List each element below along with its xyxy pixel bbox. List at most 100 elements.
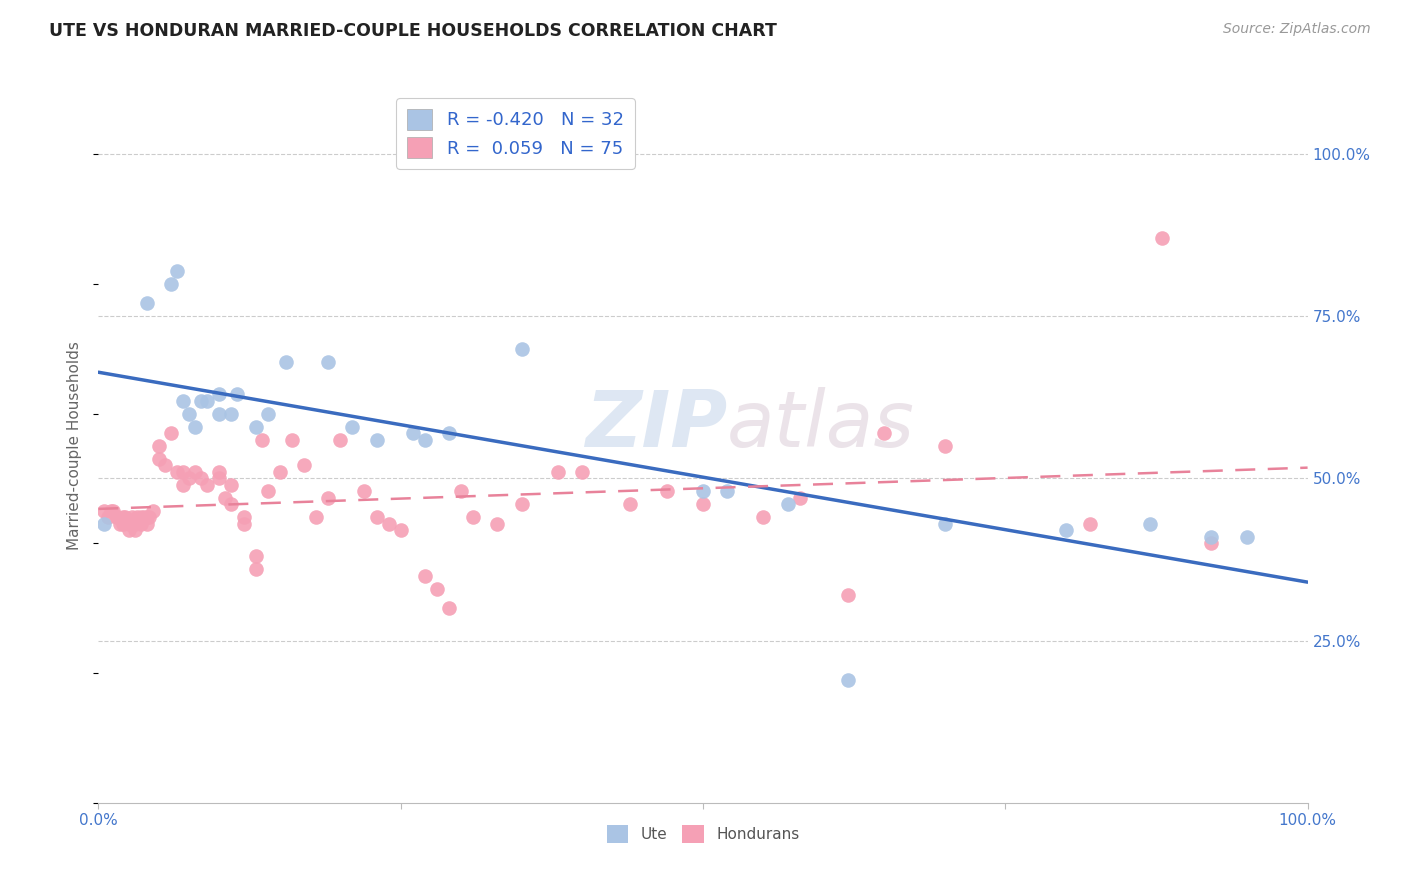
- Point: [366, 510, 388, 524]
- Point: [100, 504, 122, 518]
- Point: [486, 516, 509, 531]
- Point: [1152, 231, 1174, 245]
- Point: [208, 387, 231, 401]
- Point: [166, 465, 188, 479]
- Point: [172, 465, 194, 479]
- Point: [329, 433, 352, 447]
- Point: [547, 465, 569, 479]
- Point: [463, 510, 485, 524]
- Point: [172, 478, 194, 492]
- Text: ZIP: ZIP: [585, 386, 727, 463]
- Point: [160, 425, 183, 440]
- Point: [245, 562, 267, 576]
- Point: [135, 516, 157, 531]
- Y-axis label: Married-couple Households: Married-couple Households: [67, 342, 83, 550]
- Point: [250, 433, 273, 447]
- Text: atlas: atlas: [727, 386, 915, 463]
- Point: [316, 354, 339, 368]
- Point: [124, 516, 146, 531]
- Point: [692, 484, 714, 499]
- Point: [413, 433, 436, 447]
- Point: [148, 439, 170, 453]
- Point: [389, 524, 412, 538]
- Point: [195, 478, 218, 492]
- Point: [118, 516, 141, 531]
- Point: [1199, 536, 1222, 550]
- Point: [208, 465, 231, 479]
- Point: [184, 465, 207, 479]
- Point: [114, 510, 136, 524]
- Point: [118, 524, 141, 538]
- Point: [166, 264, 188, 278]
- Point: [172, 393, 194, 408]
- Point: [97, 510, 120, 524]
- Point: [353, 484, 375, 499]
- Point: [450, 484, 472, 499]
- Point: [1236, 530, 1258, 544]
- Point: [93, 516, 115, 531]
- Point: [716, 484, 738, 499]
- Point: [934, 439, 956, 453]
- Point: [232, 510, 254, 524]
- Point: [124, 524, 146, 538]
- Point: [402, 425, 425, 440]
- Point: [437, 601, 460, 615]
- Point: [510, 342, 533, 356]
- Point: [190, 471, 212, 485]
- Point: [692, 497, 714, 511]
- Legend: Ute, Hondurans: Ute, Hondurans: [600, 819, 806, 848]
- Point: [226, 387, 249, 401]
- Point: [135, 296, 157, 310]
- Point: [837, 588, 859, 602]
- Point: [1054, 524, 1077, 538]
- Point: [1199, 530, 1222, 544]
- Text: Source: ZipAtlas.com: Source: ZipAtlas.com: [1223, 22, 1371, 37]
- Point: [571, 465, 593, 479]
- Point: [789, 491, 811, 505]
- Point: [129, 510, 152, 524]
- Point: [776, 497, 799, 511]
- Point: [752, 510, 775, 524]
- Point: [121, 510, 143, 524]
- Point: [190, 393, 212, 408]
- Point: [105, 510, 128, 524]
- Point: [127, 510, 149, 524]
- Point: [316, 491, 339, 505]
- Point: [1078, 516, 1101, 531]
- Point: [1139, 516, 1161, 531]
- Point: [655, 484, 678, 499]
- Point: [837, 673, 859, 687]
- Point: [134, 510, 156, 524]
- Point: [413, 568, 436, 582]
- Point: [184, 419, 207, 434]
- Point: [208, 407, 231, 421]
- Point: [208, 471, 231, 485]
- Point: [342, 419, 364, 434]
- Point: [138, 510, 160, 524]
- Point: [221, 478, 243, 492]
- Point: [214, 491, 236, 505]
- Point: [108, 516, 131, 531]
- Point: [129, 516, 152, 531]
- Point: [111, 516, 134, 531]
- Point: [93, 504, 115, 518]
- Point: [221, 407, 243, 421]
- Point: [281, 433, 304, 447]
- Point: [105, 510, 128, 524]
- Point: [305, 510, 328, 524]
- Point: [619, 497, 641, 511]
- Point: [245, 549, 267, 564]
- Point: [179, 471, 201, 485]
- Point: [111, 510, 134, 524]
- Point: [160, 277, 183, 291]
- Point: [232, 516, 254, 531]
- Point: [510, 497, 533, 511]
- Point: [256, 407, 278, 421]
- Point: [934, 516, 956, 531]
- Point: [148, 452, 170, 467]
- Point: [377, 516, 399, 531]
- Point: [142, 504, 165, 518]
- Point: [153, 458, 176, 473]
- Point: [269, 465, 291, 479]
- Point: [366, 433, 388, 447]
